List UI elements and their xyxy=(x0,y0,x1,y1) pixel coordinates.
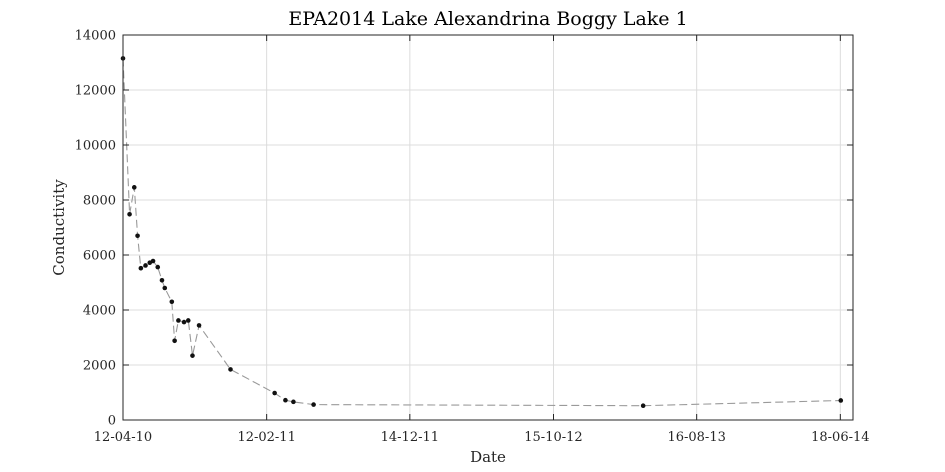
data-point xyxy=(138,265,144,271)
x-tick-label: 12-04-10 xyxy=(94,430,152,445)
y-tick-label: 14000 xyxy=(75,29,116,44)
data-point xyxy=(131,185,137,190)
series-layer xyxy=(120,56,844,409)
data-point xyxy=(190,353,195,358)
data-point xyxy=(291,399,296,405)
data-point xyxy=(127,212,132,217)
data-point xyxy=(181,319,187,325)
data-point xyxy=(176,318,181,323)
data-point xyxy=(143,263,148,268)
data-point xyxy=(155,264,161,270)
x-tick-label: 18-06-14 xyxy=(811,430,869,445)
x-axis-title: Date xyxy=(470,448,506,466)
data-point xyxy=(640,403,646,409)
plot-frame xyxy=(122,34,854,421)
data-point xyxy=(135,233,140,239)
data-point xyxy=(272,390,277,396)
y-tick-label: 0 xyxy=(108,414,116,429)
y-tick-label: 6000 xyxy=(83,249,116,264)
tick-labels: 0 2000 4000 6000 8000 10000 12000 14000 12-04-10… xyxy=(75,29,870,446)
x-tick-label: 14-12-11 xyxy=(381,430,439,445)
y-tick-label: 12000 xyxy=(75,84,116,99)
ticks xyxy=(122,34,853,421)
y-tick-label: 4000 xyxy=(83,304,116,319)
chart-title: EPA2014 Lake Alexandrina Boggy Lake 1 xyxy=(288,8,687,30)
data-point xyxy=(283,397,288,403)
y-axis-title: Conductivity xyxy=(50,179,68,276)
data-point xyxy=(196,323,202,328)
x-tick-label: 16-08-13 xyxy=(667,430,725,445)
y-tick-label: 8000 xyxy=(83,194,116,209)
x-tick-label: 15-10-12 xyxy=(524,430,582,445)
data-point xyxy=(162,285,168,291)
data-point xyxy=(150,258,156,264)
data-point xyxy=(228,367,233,372)
y-tick-label: 10000 xyxy=(75,139,116,154)
y-tick-label: 2000 xyxy=(83,359,116,374)
data-point xyxy=(169,299,175,305)
x-tick-label: 12-02-11 xyxy=(237,430,295,445)
data-point xyxy=(159,278,165,283)
data-point xyxy=(838,398,844,403)
data-point xyxy=(185,318,191,323)
data-point xyxy=(172,338,177,344)
data-point xyxy=(311,402,316,407)
